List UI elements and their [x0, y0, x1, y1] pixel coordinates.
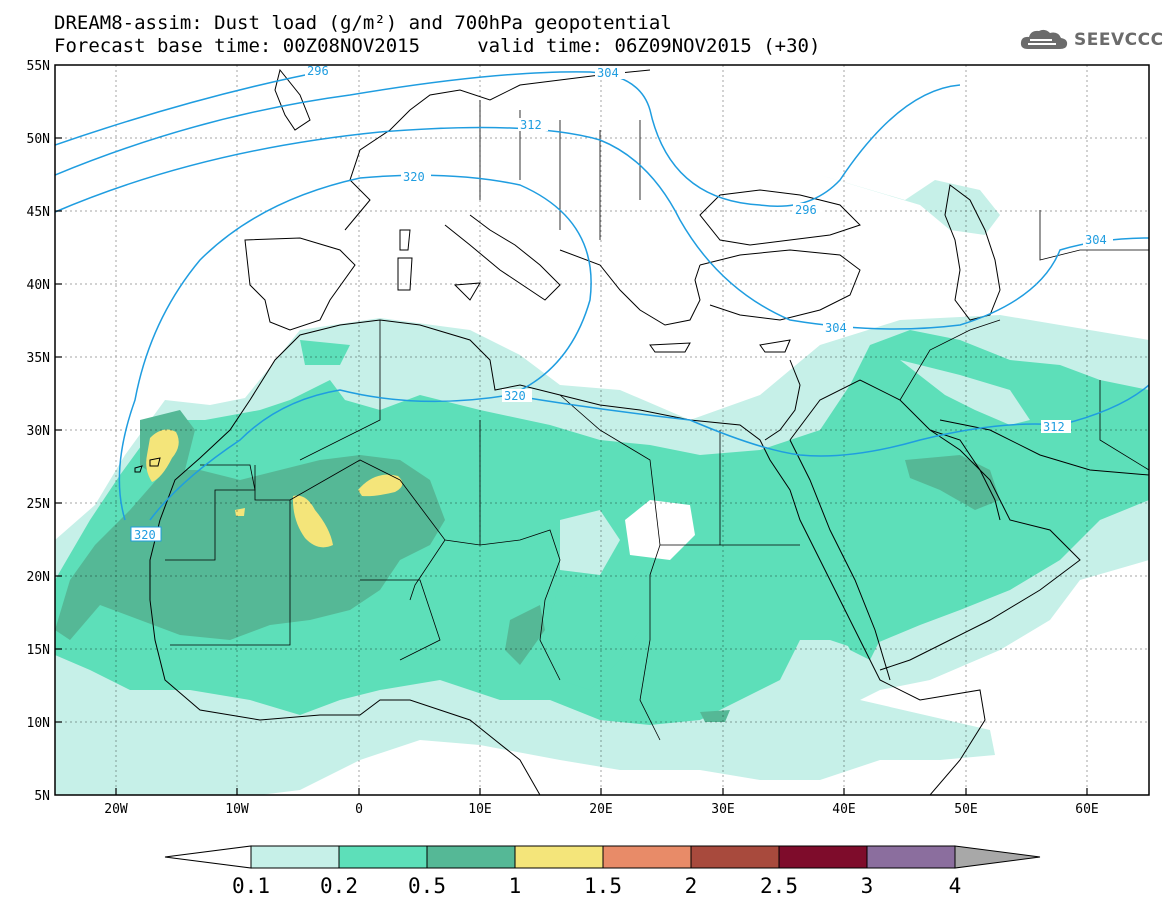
- lon-label: 10W: [225, 802, 249, 817]
- colorbar-bin-0.2: [338, 845, 428, 869]
- colorbar-label: 0.5: [408, 874, 446, 898]
- colorbar-label: 1.5: [584, 874, 622, 898]
- colorbar-bin-1: [514, 845, 604, 869]
- colorbar-over-arrow: [954, 845, 1041, 869]
- contour-labels: 296 304 312 320 320 296 304 304 312 320: [130, 64, 1113, 542]
- lat-label: 20N: [27, 570, 50, 585]
- axis-ticks: [55, 137, 1088, 795]
- lon-label: 40E: [832, 802, 855, 817]
- colorbar-label: 3: [861, 874, 874, 898]
- seevccc-logo: SEEVCCC: [1018, 27, 1164, 53]
- latitude-labels: 55N 50N 45N 40N 35N 30N 25N 20N 15N 10N …: [27, 59, 50, 804]
- colorbar-bin-2: [690, 845, 780, 869]
- colorbar-label: 1: [509, 874, 522, 898]
- colorbar-label: 4: [949, 874, 962, 898]
- map-area: 296 304 312 320 320 296 304 304 312 320: [55, 64, 1149, 795]
- longitude-labels: 20W 10W 0 10E 20E 30E 40E 50E 60E: [104, 802, 1098, 817]
- contour-label-320a: 320: [403, 170, 425, 184]
- lat-label: 10N: [27, 716, 50, 731]
- contour-label-304c: 304: [825, 321, 847, 335]
- lon-label: 0: [355, 802, 363, 817]
- colorbar-bin-2.5: [778, 845, 868, 869]
- map-title: DREAM8-assim: Dust load (g/m²) and 700hP…: [54, 12, 672, 34]
- lat-label: 15N: [27, 643, 50, 658]
- forecast-times: Forecast base time: 00Z08NOV2015 valid t…: [54, 35, 821, 57]
- lon-label: 20E: [589, 802, 612, 817]
- logo-text: SEEVCCC: [1074, 30, 1164, 50]
- country-borders: [165, 100, 1149, 741]
- lon-label: 10E: [468, 802, 491, 817]
- colorbar-label: 0.2: [320, 874, 358, 898]
- contour-label-320c: 320: [134, 528, 156, 542]
- colorbar-bin-1.5: [602, 845, 692, 869]
- colorbar-label: 0.1: [232, 874, 270, 898]
- lat-label: 35N: [27, 351, 50, 366]
- colorbar-labels: 0.1 0.2 0.5 1 1.5 2 2.5 3 4: [232, 874, 961, 898]
- colorbar-bin-0.1: [250, 845, 340, 869]
- lat-label: 45N: [27, 205, 50, 220]
- contour-label-312a: 312: [520, 118, 542, 132]
- lat-label: 55N: [27, 59, 50, 74]
- lat-label: 25N: [27, 497, 50, 512]
- lat-label: 40N: [27, 278, 50, 293]
- contour-label-304b: 304: [1085, 233, 1107, 247]
- lon-label: 30E: [711, 802, 734, 817]
- lon-label: 50E: [954, 802, 977, 817]
- lon-label: 20W: [104, 802, 128, 817]
- dust-load-fill-0.2: [55, 330, 1149, 725]
- contour-label-312b: 312: [1043, 420, 1065, 434]
- colorbar: [164, 845, 1041, 869]
- lat-label: 50N: [27, 132, 50, 147]
- contour-label-296a: 296: [307, 64, 329, 78]
- contour-label-320b: 320: [504, 389, 526, 403]
- colorbar-label: 2: [685, 874, 698, 898]
- contour-label-296b: 296: [795, 203, 817, 217]
- lat-label: 30N: [27, 424, 50, 439]
- colorbar-label: 2.5: [760, 874, 798, 898]
- lat-label: 5N: [34, 789, 50, 804]
- contour-label-304a: 304: [597, 66, 619, 80]
- cloud-icon: [1020, 29, 1068, 49]
- dust-load-fill-1: [146, 429, 403, 548]
- lon-label: 60E: [1075, 802, 1098, 817]
- colorbar-bin-0.5: [426, 845, 516, 869]
- colorbar-bin-3: [866, 845, 956, 869]
- colorbar-under-arrow: [164, 845, 252, 869]
